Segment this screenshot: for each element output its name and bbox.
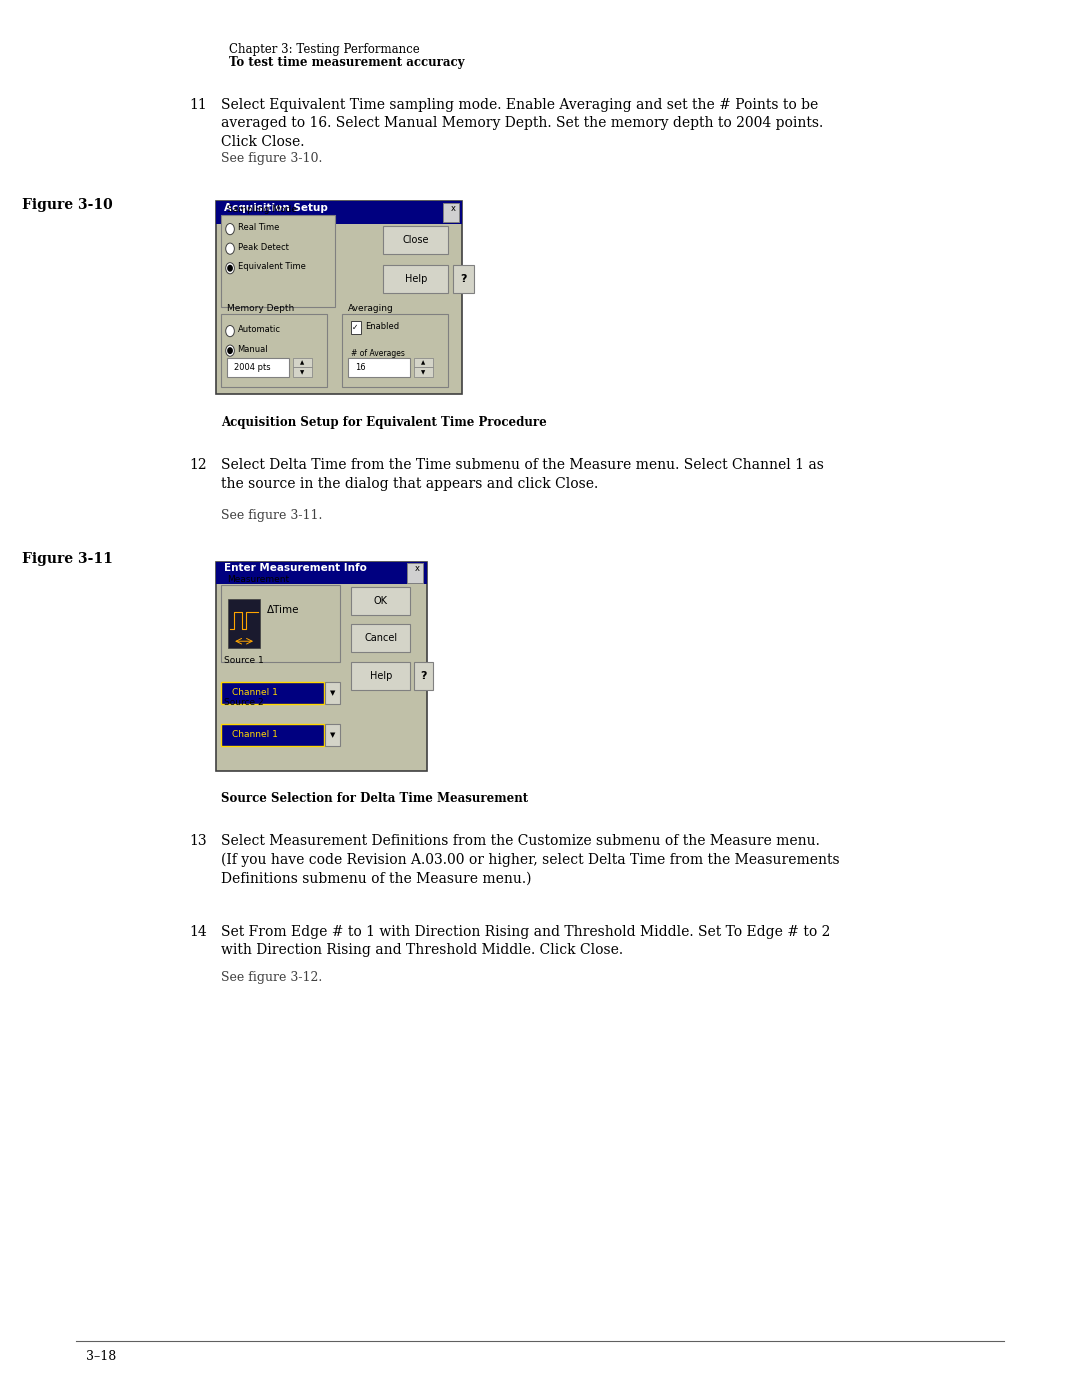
FancyBboxPatch shape [325,682,340,704]
Text: Source Selection for Delta Time Measurement: Source Selection for Delta Time Measurem… [221,792,528,805]
FancyBboxPatch shape [383,226,448,254]
Text: Peak Detect: Peak Detect [238,243,288,251]
Text: Memory Depth: Memory Depth [227,305,294,313]
FancyBboxPatch shape [453,265,474,293]
Text: Figure 3-10: Figure 3-10 [22,198,112,212]
FancyBboxPatch shape [221,585,340,662]
Text: Sampling Mode: Sampling Mode [227,205,297,214]
Text: Channel 1: Channel 1 [232,731,278,739]
Text: To test time measurement accuracy: To test time measurement accuracy [229,56,464,68]
FancyBboxPatch shape [221,682,324,704]
Text: # of Averages: # of Averages [351,349,405,358]
Text: Channel 1: Channel 1 [232,689,278,697]
Bar [216,201,462,224]
Bar [443,203,459,222]
Text: 16: 16 [355,363,366,372]
Text: 3–18: 3–18 [86,1350,117,1362]
Circle shape [228,348,232,353]
FancyBboxPatch shape [414,662,433,690]
Text: Real Time: Real Time [238,224,279,232]
Circle shape [228,265,232,271]
Text: Select Delta Time from the Time submenu of the Measure menu. Select Channel 1 as: Select Delta Time from the Time submenu … [221,458,824,490]
FancyBboxPatch shape [221,314,327,387]
Text: See figure 3-12.: See figure 3-12. [221,971,323,983]
Text: Averaging: Averaging [348,305,393,313]
Text: Automatic: Automatic [238,326,281,334]
FancyBboxPatch shape [414,358,433,367]
FancyBboxPatch shape [351,662,410,690]
Text: 14: 14 [189,925,206,939]
Text: Manual: Manual [238,345,268,353]
FancyBboxPatch shape [216,201,462,394]
Circle shape [226,326,234,337]
Circle shape [226,345,234,356]
FancyBboxPatch shape [293,358,312,367]
Text: Cancel: Cancel [364,633,397,644]
FancyBboxPatch shape [342,314,448,387]
Text: Source 1: Source 1 [224,657,264,665]
FancyBboxPatch shape [383,265,448,293]
Text: Enabled: Enabled [365,323,400,331]
Text: Acquisition Setup for Equivalent Time Procedure: Acquisition Setup for Equivalent Time Pr… [221,416,548,429]
Text: Help: Help [405,274,427,285]
Text: Chapter 3: Testing Performance: Chapter 3: Testing Performance [229,43,420,56]
Circle shape [226,263,234,274]
Text: 12: 12 [189,458,206,472]
Text: OK: OK [374,595,388,606]
FancyBboxPatch shape [216,562,427,771]
Text: ?: ? [420,671,427,682]
FancyBboxPatch shape [325,724,340,746]
Text: Source 2: Source 2 [224,698,264,707]
Text: Equivalent Time: Equivalent Time [238,263,306,271]
Text: Set From Edge # to 1 with Direction Rising and Threshold Middle. Set To Edge # t: Set From Edge # to 1 with Direction Risi… [221,925,831,957]
Text: Help: Help [369,671,392,682]
Bar [407,563,423,583]
FancyBboxPatch shape [351,624,410,652]
Bar [216,562,427,584]
Text: Close: Close [403,235,429,246]
Text: Acquisition Setup: Acquisition Setup [224,203,327,212]
FancyBboxPatch shape [228,599,260,648]
FancyBboxPatch shape [221,724,324,746]
Text: 13: 13 [189,834,206,848]
FancyBboxPatch shape [351,321,361,334]
FancyBboxPatch shape [348,358,410,377]
Circle shape [226,224,234,235]
Text: ▲: ▲ [300,360,305,366]
Text: ✓: ✓ [352,323,359,331]
Text: ▼: ▼ [330,732,335,738]
Text: ▼: ▼ [300,370,305,376]
Text: Measurement: Measurement [227,576,289,584]
FancyBboxPatch shape [414,367,433,377]
Text: Select Measurement Definitions from the Customize submenu of the Measure menu.
(: Select Measurement Definitions from the … [221,834,840,886]
Text: ▼: ▼ [330,690,335,696]
FancyBboxPatch shape [221,215,335,307]
Circle shape [226,243,234,254]
FancyBboxPatch shape [227,358,289,377]
FancyBboxPatch shape [351,587,410,615]
Text: Select Equivalent Time sampling mode. Enable Averaging and set the # Points to b: Select Equivalent Time sampling mode. En… [221,98,824,148]
Text: 2004 pts: 2004 pts [234,363,271,372]
Text: Figure 3-11: Figure 3-11 [22,552,112,566]
Text: 11: 11 [189,98,206,112]
Text: ?: ? [460,274,467,285]
Text: ▼: ▼ [421,370,426,376]
Text: ΔTime: ΔTime [267,605,299,616]
Text: Enter Measurement Info: Enter Measurement Info [224,563,366,573]
Text: ▲: ▲ [421,360,426,366]
Text: x: x [415,564,420,573]
Text: See figure 3-11.: See figure 3-11. [221,509,323,521]
Text: x: x [450,204,456,212]
FancyBboxPatch shape [293,367,312,377]
Text: See figure 3-10.: See figure 3-10. [221,152,323,165]
